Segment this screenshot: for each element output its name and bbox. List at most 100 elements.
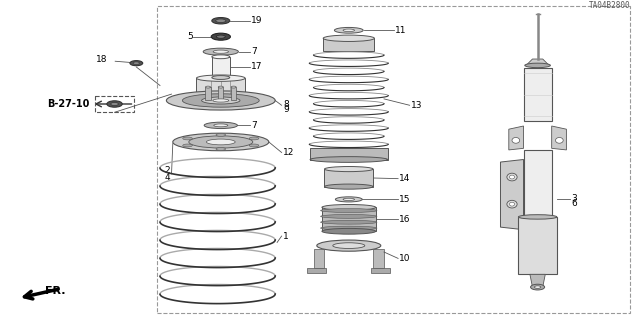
Ellipse shape (509, 202, 515, 206)
Ellipse shape (343, 198, 355, 201)
Ellipse shape (218, 86, 223, 88)
Text: 13: 13 (411, 101, 422, 110)
Ellipse shape (321, 209, 377, 212)
Ellipse shape (343, 29, 355, 32)
Ellipse shape (182, 94, 259, 107)
Text: B-27-10: B-27-10 (47, 99, 90, 109)
Ellipse shape (205, 86, 211, 88)
Bar (157, 6, 630, 313)
Bar (324, 169, 373, 187)
Text: 2: 2 (164, 166, 170, 175)
Ellipse shape (216, 35, 225, 38)
Ellipse shape (216, 148, 226, 151)
Ellipse shape (111, 102, 118, 106)
Ellipse shape (212, 76, 230, 79)
Bar (196, 78, 245, 96)
Ellipse shape (556, 137, 563, 143)
Text: 19: 19 (251, 16, 262, 25)
Ellipse shape (321, 214, 377, 218)
Ellipse shape (324, 167, 373, 172)
Ellipse shape (204, 48, 238, 55)
Ellipse shape (206, 139, 236, 145)
Text: TA04B2800: TA04B2800 (589, 1, 630, 10)
Ellipse shape (323, 35, 374, 41)
Polygon shape (509, 126, 524, 150)
Ellipse shape (212, 55, 230, 59)
Text: 1: 1 (283, 232, 289, 241)
Ellipse shape (204, 122, 237, 129)
Text: 7: 7 (251, 47, 257, 56)
Ellipse shape (214, 124, 228, 127)
Text: 9: 9 (283, 105, 289, 114)
Ellipse shape (317, 240, 381, 251)
Ellipse shape (310, 157, 388, 162)
Ellipse shape (189, 136, 253, 148)
Bar (323, 38, 374, 51)
Ellipse shape (211, 33, 230, 40)
Text: 16: 16 (399, 215, 411, 224)
Text: 10: 10 (399, 254, 411, 263)
Text: FR.: FR. (45, 286, 65, 296)
Ellipse shape (166, 91, 275, 110)
Bar (322, 207, 376, 231)
Polygon shape (500, 160, 524, 230)
Ellipse shape (107, 101, 122, 107)
Ellipse shape (512, 137, 520, 143)
Ellipse shape (509, 175, 515, 179)
Text: 4: 4 (164, 173, 170, 182)
Ellipse shape (507, 200, 517, 208)
Bar (95, 96, 134, 112)
Ellipse shape (196, 75, 245, 81)
Polygon shape (371, 268, 390, 273)
Ellipse shape (130, 61, 143, 66)
Ellipse shape (507, 173, 517, 181)
Bar (518, 217, 557, 274)
Text: 17: 17 (251, 63, 262, 71)
Bar (218, 87, 223, 100)
Ellipse shape (534, 286, 541, 288)
Ellipse shape (322, 228, 376, 234)
Ellipse shape (249, 144, 259, 147)
Ellipse shape (324, 184, 373, 189)
Ellipse shape (531, 284, 545, 290)
Ellipse shape (525, 63, 550, 68)
Polygon shape (530, 274, 545, 287)
Ellipse shape (322, 204, 376, 210)
Ellipse shape (518, 215, 557, 219)
Polygon shape (526, 59, 549, 65)
Ellipse shape (216, 19, 226, 23)
Text: 11: 11 (395, 26, 406, 35)
Polygon shape (373, 249, 384, 268)
Ellipse shape (335, 197, 362, 202)
Polygon shape (307, 268, 326, 273)
Bar (231, 87, 236, 100)
Bar (524, 68, 552, 121)
Text: 18: 18 (96, 56, 108, 64)
Text: 7: 7 (251, 121, 257, 130)
Ellipse shape (202, 97, 240, 104)
Ellipse shape (213, 50, 228, 53)
Text: 14: 14 (399, 174, 411, 183)
Ellipse shape (249, 137, 259, 140)
Text: 15: 15 (399, 195, 411, 204)
Text: 12: 12 (283, 148, 294, 157)
Ellipse shape (212, 18, 230, 24)
Ellipse shape (321, 226, 377, 230)
Bar (205, 87, 211, 100)
Text: 6: 6 (571, 199, 577, 208)
Text: 8: 8 (283, 100, 289, 109)
Ellipse shape (173, 133, 269, 151)
Bar (310, 148, 388, 160)
Bar (524, 150, 552, 217)
Ellipse shape (133, 62, 140, 64)
Ellipse shape (212, 99, 229, 102)
Ellipse shape (231, 86, 236, 88)
Ellipse shape (321, 220, 377, 224)
Ellipse shape (183, 137, 193, 140)
Ellipse shape (333, 243, 365, 249)
Text: 3: 3 (571, 194, 577, 203)
Bar (212, 57, 230, 78)
Polygon shape (314, 249, 324, 268)
Polygon shape (552, 126, 566, 150)
Text: 5: 5 (188, 32, 193, 41)
